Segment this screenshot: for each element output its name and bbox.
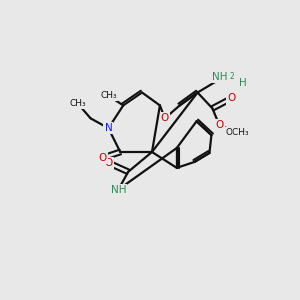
Text: 2: 2 xyxy=(229,72,234,81)
Text: H: H xyxy=(239,78,247,88)
Text: O: O xyxy=(98,153,106,163)
Text: OCH₃: OCH₃ xyxy=(225,128,249,137)
Text: O: O xyxy=(104,158,112,168)
Text: O: O xyxy=(215,120,224,130)
Text: O: O xyxy=(161,113,169,123)
Text: N: N xyxy=(104,123,112,133)
Text: CH₃: CH₃ xyxy=(100,91,117,100)
Text: O: O xyxy=(227,94,236,103)
Text: NH: NH xyxy=(212,72,227,82)
Text: NH: NH xyxy=(110,184,126,195)
Text: CH₃: CH₃ xyxy=(69,99,86,108)
